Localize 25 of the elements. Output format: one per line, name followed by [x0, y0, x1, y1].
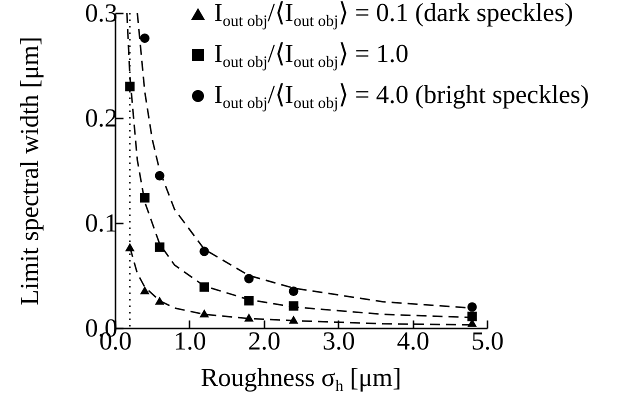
legend-label: I$_{out obj}$/⟨I$_{out obj}$⟩ = 0.1 (dark speckles)	[214, 0, 574, 30]
x-axis-title: Roughness σ$_{h}$ [μm]	[200, 363, 402, 395]
y-tick-label: 0.2	[85, 104, 118, 132]
x-tick-label: 5.0	[471, 326, 504, 356]
point	[244, 313, 254, 322]
legend-label: I$_{out obj}$/⟨I$_{out obj}$⟩ = 4.0 (bright speckles)	[214, 78, 590, 112]
y-tick-label: 0.1	[85, 208, 118, 238]
point	[154, 296, 164, 305]
point	[154, 242, 164, 252]
point	[288, 286, 298, 296]
legend-label: I$_{out obj}$/⟨I$_{out obj}$⟩ = 1.0	[214, 38, 409, 72]
point	[467, 302, 477, 312]
point	[244, 274, 254, 284]
x-tick-label: 4.0	[396, 326, 430, 356]
x-tick-label: 3.0	[322, 326, 355, 356]
y-axis-title: Limit spectral width [μm]	[15, 36, 44, 305]
point	[200, 309, 210, 318]
x-tick-label: 1.0	[174, 326, 206, 356]
point	[467, 312, 477, 322]
x-tick-label: 2.0	[248, 326, 281, 356]
point	[140, 33, 150, 43]
point	[200, 246, 210, 256]
point	[140, 193, 150, 203]
point	[140, 286, 150, 294]
y-tick-label: 0.3	[85, 0, 118, 28]
